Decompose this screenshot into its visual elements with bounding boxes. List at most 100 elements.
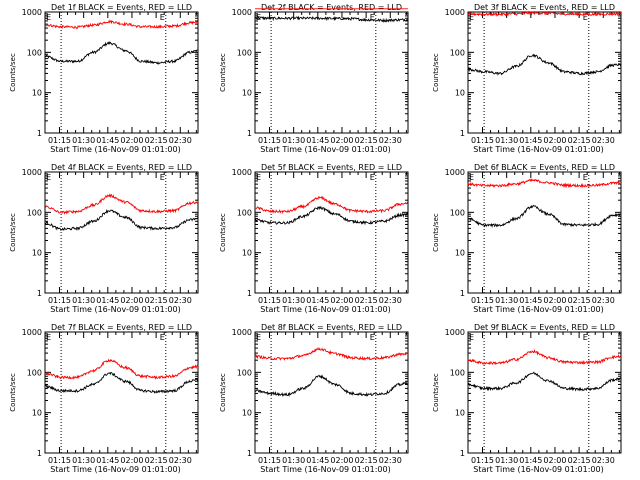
y-tick-label: 1 (460, 449, 465, 458)
corner-label: E (46, 333, 51, 342)
y-tick-label: 1 (37, 289, 42, 298)
x-tick-label: 02:15 (145, 456, 168, 465)
x-tick-label: 01:30 (282, 456, 305, 465)
x-tick-label: 02:15 (568, 296, 591, 305)
x-tick-label: 02:00 (543, 296, 566, 305)
plot-frame (254, 171, 409, 294)
y-tick-label: 100 (237, 208, 252, 217)
y-tick-label: 10 (32, 89, 42, 98)
y-tick-label: 1 (247, 289, 252, 298)
y-tick-label: 10 (32, 409, 42, 418)
x-tick-label: 02:15 (568, 136, 591, 145)
x-tick-label: 02:00 (543, 136, 566, 145)
y-tick-label: 100 (450, 368, 465, 377)
x-tick-label: 02:00 (330, 456, 353, 465)
x-tick-label: 01:15 (471, 136, 494, 145)
x-tick-label: 01:45 (96, 136, 119, 145)
series-lld-line (44, 193, 199, 215)
series-events-line (44, 208, 199, 232)
y-tick-label: 1000 (445, 328, 465, 337)
y-tick-label: 1 (460, 129, 465, 138)
x-tick-label: 01:15 (48, 296, 71, 305)
x-tick-label: 02:30 (169, 456, 192, 465)
chart-title: Det 6f BLACK = Events, RED = LLD (474, 163, 615, 172)
x-tick-label: 02:15 (355, 136, 378, 145)
corner-label: E (469, 333, 474, 342)
event-marker-label: E (160, 173, 165, 182)
x-tick-label: 01:30 (495, 456, 518, 465)
chart-panel-2: Det 2f BLACK = Events, RED = LLD 1 10 100 10… (219, 3, 409, 154)
x-tick-label: 01:45 (306, 456, 329, 465)
chart-panel-6: Det 6f BLACK = Events, RED = LLD 1 10 100 10… (432, 163, 622, 314)
y-tick-label: 10 (455, 249, 465, 258)
x-tick-label: 01:15 (48, 456, 71, 465)
x-tick-label: 02:15 (568, 456, 591, 465)
x-tick-label: 02:00 (543, 456, 566, 465)
series-events-line (467, 53, 622, 76)
x-tick-label: 02:30 (169, 136, 192, 145)
chart-panel-9: Det 9f BLACK = Events, RED = LLD 1 10 100 10… (432, 323, 622, 474)
chart-panel-4: Det 4f BLACK = Events, RED = LLD 1 10 100 10… (9, 163, 199, 314)
x-tick-label: 02:15 (355, 296, 378, 305)
y-tick-label: 1000 (22, 8, 42, 17)
y-tick-label: 10 (32, 249, 42, 258)
x-tick-label: 01:15 (471, 296, 494, 305)
series-lld-line (44, 358, 199, 380)
x-tick-label: 01:30 (72, 296, 95, 305)
x-axis-label: Start Time (16-Nov-09 01:01:00) (473, 145, 603, 154)
y-axis-label: Counts/sec (432, 213, 440, 252)
chart-title: Det 7f BLACK = Events, RED = LLD (51, 323, 192, 332)
y-tick-label: 1 (247, 129, 252, 138)
y-tick-label: 10 (242, 249, 252, 258)
y-tick-label: 1000 (445, 8, 465, 17)
x-tick-label: 01:30 (495, 136, 518, 145)
y-axis-label: Counts/sec (9, 53, 17, 92)
plot-frame (467, 331, 622, 454)
y-tick-label: 10 (455, 409, 465, 418)
x-tick-label: 01:45 (96, 296, 119, 305)
chart-panel-8: Det 8f BLACK = Events, RED = LLD 1 10 100 10… (219, 323, 409, 474)
x-tick-label: 02:30 (379, 296, 402, 305)
x-tick-label: 02:30 (592, 456, 615, 465)
x-tick-label: 01:15 (471, 456, 494, 465)
series-lld-line (467, 349, 622, 366)
series-events-line (467, 204, 622, 228)
corner-label: E (46, 173, 51, 182)
y-tick-label: 1000 (445, 168, 465, 177)
x-tick-label: 01:15 (258, 136, 281, 145)
chart-title: Det 8f BLACK = Events, RED = LLD (261, 323, 402, 332)
series-lld-line (254, 195, 409, 214)
x-tick-label: 02:00 (120, 136, 143, 145)
y-tick-label: 1 (247, 449, 252, 458)
y-tick-label: 10 (242, 409, 252, 418)
y-tick-label: 100 (27, 368, 42, 377)
y-axis-label: Counts/sec (9, 373, 17, 412)
corner-label: E (469, 13, 474, 22)
event-marker-label: E (583, 173, 588, 182)
y-tick-label: 100 (450, 208, 465, 217)
x-tick-label: 02:00 (330, 136, 353, 145)
plot-frame (44, 331, 199, 454)
x-tick-label: 02:00 (120, 456, 143, 465)
chart-title: Det 3f BLACK = Events, RED = LLD (474, 3, 615, 12)
x-tick-label: 02:15 (145, 136, 168, 145)
x-axis-label: Start Time (16-Nov-09 01:01:00) (473, 305, 603, 314)
chart-title: Det 4f BLACK = Events, RED = LLD (51, 163, 192, 172)
chart-title: Det 2f BLACK = Events, RED = LLD (261, 3, 402, 12)
event-marker-label: E (583, 13, 588, 22)
series-events-line (44, 371, 199, 394)
corner-label: E (46, 13, 51, 22)
x-tick-label: 01:15 (258, 456, 281, 465)
y-tick-label: 1 (37, 449, 42, 458)
event-marker-label: E (370, 173, 375, 182)
y-tick-label: 100 (237, 48, 252, 57)
corner-label: E (256, 173, 261, 182)
x-axis-label: Start Time (16-Nov-09 01:01:00) (473, 465, 603, 474)
x-tick-label: 01:45 (306, 136, 329, 145)
event-marker-label: E (583, 333, 588, 342)
x-tick-label: 01:30 (282, 136, 305, 145)
event-marker-label: E (160, 13, 165, 22)
series-lld-line (467, 178, 622, 189)
y-tick-label: 10 (242, 89, 252, 98)
y-axis-label: Counts/sec (219, 373, 227, 412)
